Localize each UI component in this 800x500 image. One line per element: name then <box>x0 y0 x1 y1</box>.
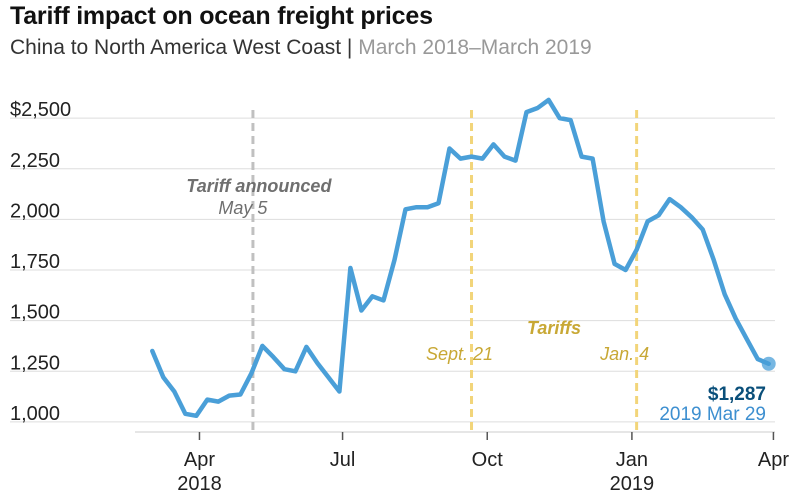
tariff-date-label: Jan. 4 <box>599 344 649 364</box>
y-tick-label: 1,250 <box>10 352 60 374</box>
tariffs-label: Tariffs <box>527 318 581 338</box>
y-tick-label: 2,250 <box>10 150 60 172</box>
subtitle-date-range: March 2018–March 2019 <box>358 36 592 59</box>
tariff-date-label: Sept. 21 <box>426 344 493 364</box>
chart-labels: 1,0001,2501,5001,7502,0002,250$2,500Apr2… <box>10 99 789 495</box>
subtitle-route: China to North America West Coast | <box>10 36 353 59</box>
y-tick-label: 1,000 <box>10 403 60 425</box>
end-value-label: $1,287 <box>708 384 766 405</box>
y-tick-label: 2,000 <box>10 200 60 222</box>
x-tick-label: Apr <box>758 449 789 471</box>
chart-subtitle: China to North America West Coast | Marc… <box>10 36 770 60</box>
event-markers <box>251 110 639 432</box>
x-tick-label: Jul <box>330 449 356 471</box>
end-date-label: 2019 Mar 29 <box>659 404 766 425</box>
x-tick-label: Oct <box>472 449 504 471</box>
announcement-date-label: May 5 <box>218 198 268 218</box>
announcement-label: Tariff announced <box>186 176 332 196</box>
y-tick-label: $2,500 <box>10 99 71 121</box>
y-tick-label: 1,750 <box>10 251 60 273</box>
price-line <box>150 97 771 419</box>
y-tick-label: 1,500 <box>10 302 60 324</box>
x-tick-label: Jan <box>616 449 648 471</box>
gridlines <box>10 117 775 440</box>
x-tick-label: Apr <box>184 449 215 471</box>
x-tick-year-label: 2019 <box>610 473 655 495</box>
x-tick-year-label: 2018 <box>177 473 222 495</box>
price-series <box>150 97 776 419</box>
end-point-dot <box>761 356 776 371</box>
chart-title: Tariff impact on ocean freight prices <box>10 2 433 30</box>
